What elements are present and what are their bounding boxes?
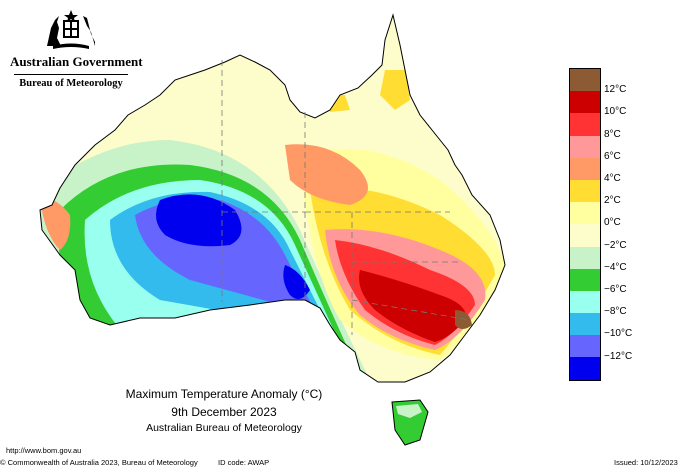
map-source: Australian Bureau of Meteorology (146, 422, 302, 434)
legend-label: 4°C (604, 173, 621, 184)
legend-swatch (570, 91, 600, 114)
agency-title: Bureau of Meteorology (19, 78, 123, 89)
legend-label: −8°C (604, 306, 627, 318)
coastline (39, 13, 506, 383)
legend-label: 8°C (604, 128, 621, 140)
legend-label: −4°C (604, 261, 627, 273)
government-title: Australian Government (10, 54, 143, 69)
legend-swatch (570, 202, 600, 225)
legend-label: 12°C (604, 84, 627, 96)
bom-logo: Australian Government Bureau of Meteorol… (10, 8, 143, 89)
map-title: Maximum Temperature Anomaly (°C) (125, 387, 323, 401)
legend-swatch (570, 357, 600, 380)
copyright-text: © Commonwealth of Australia 2023, Bureau… (0, 458, 198, 467)
state-borders (221, 60, 471, 335)
legend-label: −6°C (604, 284, 627, 295)
coat-of-arms-icon (47, 10, 95, 49)
legend-swatch (570, 69, 600, 92)
temperature-anomaly-map (39, 13, 506, 446)
legend-swatch (570, 179, 600, 203)
legend-swatch (570, 335, 600, 358)
colour-legend (569, 68, 601, 381)
legend-swatch (570, 246, 600, 269)
legend-label: 6°C (604, 150, 621, 162)
legend-label: 2°C (604, 195, 621, 207)
legend-label: −12°C (604, 350, 633, 362)
legend-swatch (570, 290, 600, 314)
legend-label: 0°C (604, 217, 621, 229)
legend-swatch (570, 135, 600, 158)
bom-url-link[interactable]: http://www.bom.gov.au (6, 446, 82, 455)
legend-label: 10°C (604, 106, 627, 118)
legend-swatch (570, 113, 600, 136)
legend-swatch (570, 268, 600, 291)
legend-swatch (570, 313, 600, 336)
legend-label: −10°C (604, 328, 633, 340)
map-date: 9th December 2023 (171, 405, 277, 419)
id-code: ID code: AWAP (218, 458, 270, 467)
legend-label: −2°C (604, 239, 627, 251)
legend-swatch (570, 157, 600, 180)
legend-swatch (570, 224, 600, 247)
issued-date: Issued: 10/12/2023 (614, 458, 678, 467)
divider (14, 74, 128, 75)
